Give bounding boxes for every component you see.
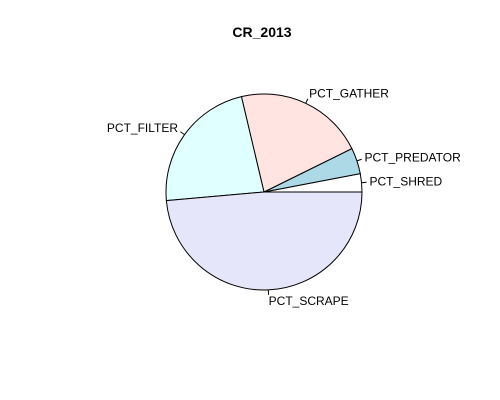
pie-tick-pct-gather [305, 98, 309, 104]
pie-label-pct-scrape: PCT_SCRAPE [269, 294, 349, 308]
pie-label-ticks [180, 98, 367, 295]
pie-label-pct-predator: PCT_PREDATOR [365, 150, 462, 164]
pie-tick-pct-predator [356, 158, 362, 162]
pie-label-pct-shred: PCT_SHRED [370, 175, 443, 189]
pie-slice-pct-scrape [165, 191, 363, 291]
pie-slice-pct-filter [165, 96, 265, 202]
chart-title: CR_2013 [232, 24, 291, 40]
pie-label-pct-gather: PCT_GATHER [309, 86, 389, 100]
pie-tick-pct-filter [180, 131, 185, 136]
pie-label-pct-filter: PCT_FILTER [107, 121, 178, 135]
pie-slice-pct-gather [240, 93, 353, 193]
pie-labels: PCT_SHRED PCT_PREDATOR PCT_GATHER PCT_FILTE… [107, 86, 461, 308]
pie-slices [165, 93, 363, 291]
